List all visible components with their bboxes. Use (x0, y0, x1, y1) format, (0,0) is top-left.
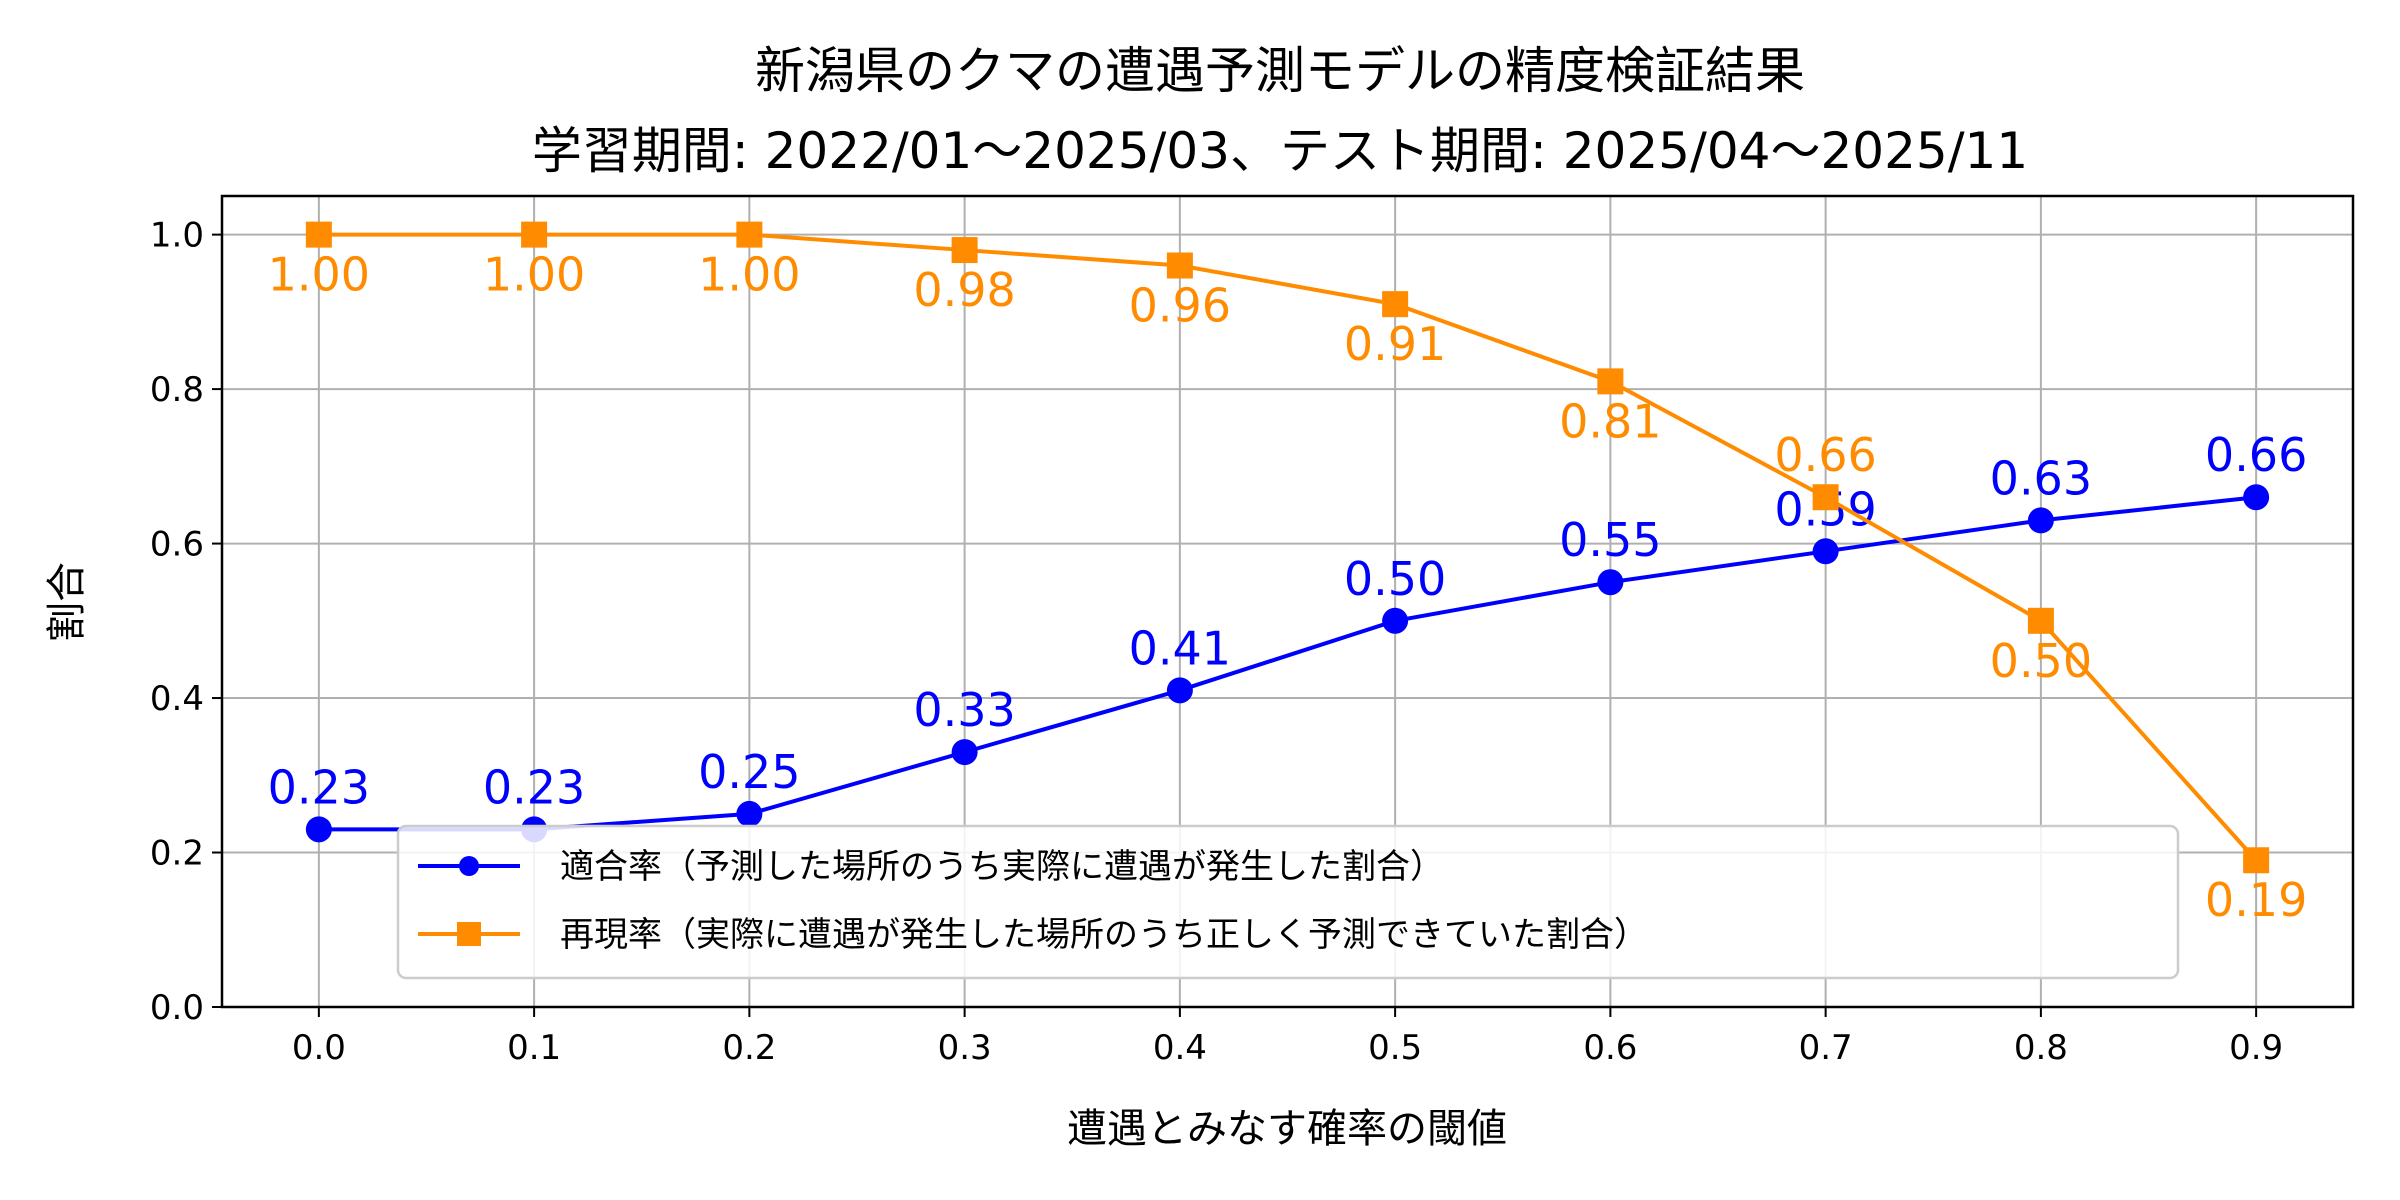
legend-marker-circle (459, 856, 479, 876)
data-point-square (736, 221, 763, 248)
chart-subtitle: 学習期間: 2022/01〜2025/03、テスト期間: 2025/04〜202… (532, 122, 2028, 180)
series-layer: 0.230.230.250.330.410.500.550.590.630.66… (268, 221, 2307, 927)
data-label: 0.19 (2205, 873, 2307, 927)
x-tick-label: 0.0 (292, 1028, 346, 1068)
data-label: 0.55 (1559, 513, 1661, 567)
y-axis-label: 割合 (44, 562, 90, 642)
data-point-square (305, 221, 332, 248)
plot-frame (220, 194, 2355, 1009)
y-tick-label: 0.8 (150, 370, 204, 410)
data-label: 0.81 (1559, 394, 1661, 448)
x-tick-label: 0.7 (1799, 1028, 1853, 1068)
legend-label-precision: 適合率（予測した場所のうち実際に遭遇が発生した割合） (560, 847, 1444, 887)
x-tick-label: 0.1 (507, 1028, 561, 1068)
data-label: 0.33 (913, 683, 1015, 737)
y-tick-label: 1.0 (150, 216, 204, 256)
data-point-circle (305, 816, 332, 843)
data-label: 0.66 (1774, 428, 1876, 482)
data-point-circle (1597, 569, 1624, 596)
x-tick-label: 0.3 (938, 1028, 992, 1068)
data-point-square (2243, 847, 2270, 874)
series-line-1 (318, 232, 2258, 862)
data-label: 0.50 (1990, 634, 2092, 688)
legend-label-recall: 再現率（実際に遭遇が発生した場所のうち正しく予測できていた割合） (560, 915, 1648, 955)
legend-marker-square (457, 922, 481, 946)
x-tick-label: 0.5 (1368, 1028, 1422, 1068)
y-tick-label: 0.0 (150, 988, 204, 1028)
data-label: 0.66 (2205, 428, 2307, 482)
data-label: 0.96 (1129, 279, 1231, 333)
data-point-circle (951, 739, 978, 766)
data-point-square (2027, 607, 2054, 634)
x-tick-label: 0.9 (2229, 1028, 2283, 1068)
x-tick-label: 0.4 (1153, 1028, 1207, 1068)
data-point-circle (736, 800, 763, 827)
data-label: 0.23 (483, 760, 585, 814)
data-point-square (1166, 252, 1193, 279)
data-label: 0.63 (1990, 451, 2092, 505)
legend: 適合率（予測した場所のうち実際に遭遇が発生した割合） 再現率（実際に遭遇が発生し… (396, 824, 2180, 980)
data-label: 0.98 (913, 263, 1015, 317)
x-axis-label: 遭遇とみなす確率の閾値 (1067, 1106, 1507, 1152)
data-point-circle (2243, 484, 2270, 511)
y-tick-label: 0.4 (150, 679, 204, 719)
chart-title: 新潟県のクマの遭遇予測モデルの精度検証結果 (755, 42, 1805, 100)
axis-ticks: 0.0 0.1 0.2 0.3 0.4 0.5 0.6 0.7 0.8 0.9 0.0 0.2 0.4 0… (150, 216, 2283, 1068)
data-point-circle (2027, 507, 2054, 534)
data-point-square (951, 237, 978, 264)
y-tick-label: 0.6 (150, 525, 204, 565)
x-tick-label: 0.6 (1583, 1028, 1637, 1068)
data-point-circle (1382, 607, 1409, 634)
y-tick-label: 0.2 (150, 834, 204, 874)
data-label: 1.00 (483, 248, 585, 302)
data-label: 0.23 (268, 760, 370, 814)
data-label: 0.50 (1344, 552, 1446, 606)
x-tick-label: 0.2 (722, 1028, 776, 1068)
data-point-square (1812, 484, 1839, 511)
data-point-circle (1812, 538, 1839, 565)
data-point-square (1382, 291, 1409, 318)
data-label: 0.25 (698, 745, 800, 799)
x-tick-label: 0.8 (2014, 1028, 2068, 1068)
data-point-square (1597, 368, 1624, 395)
data-label: 1.00 (268, 248, 370, 302)
data-label: 0.41 (1129, 621, 1231, 675)
data-point-square (521, 221, 548, 248)
data-point-circle (1166, 677, 1193, 704)
legend-box (396, 824, 2180, 980)
data-label: 0.91 (1344, 317, 1446, 371)
data-label: 1.00 (698, 248, 800, 302)
series-line-0 (318, 495, 2257, 832)
